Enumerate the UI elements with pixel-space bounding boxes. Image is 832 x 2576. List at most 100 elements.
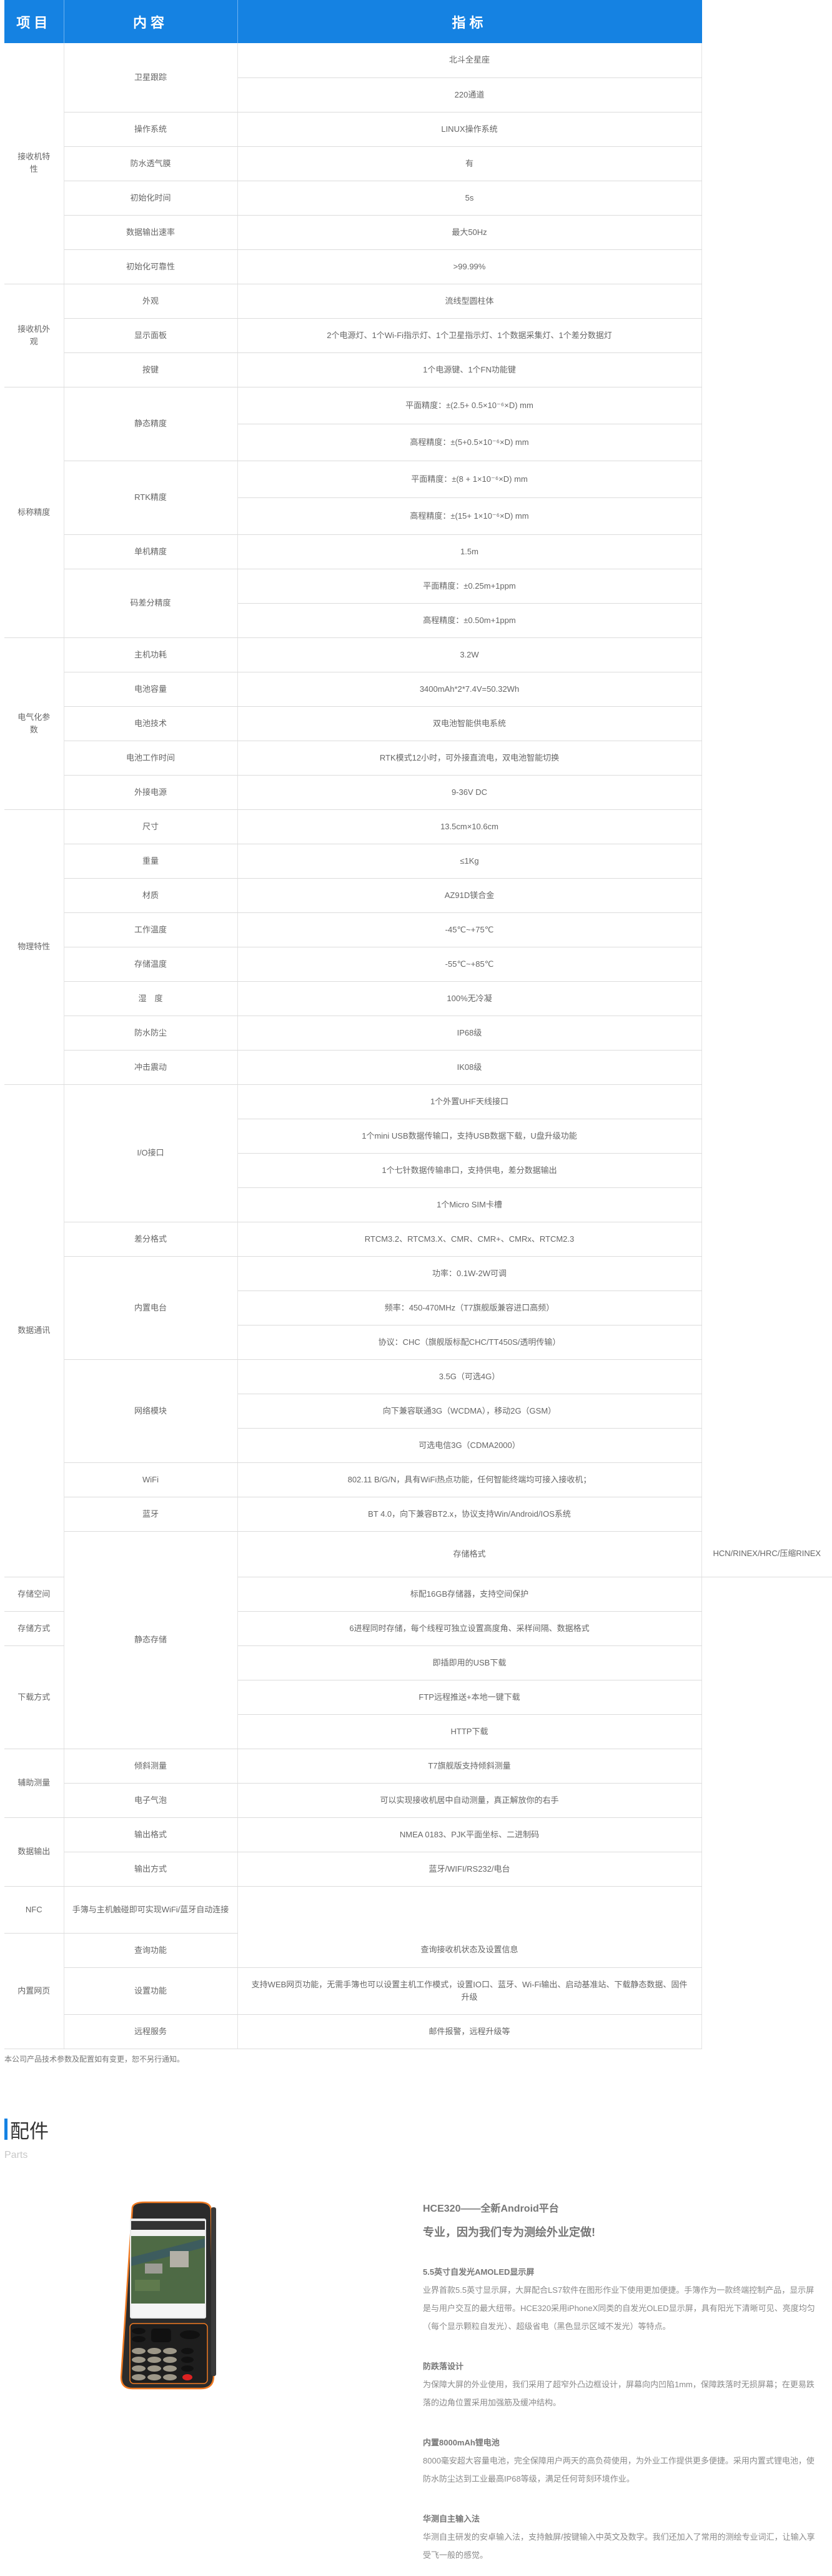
parts-title: 配件: [10, 2120, 49, 2142]
item-label: 防水防尘: [64, 1016, 238, 1051]
spec-value: 功率：0.1W-2W可调: [237, 1256, 702, 1291]
spec-value: 频率：450-470MHz（T7旗舰版兼容进口高频）: [237, 1290, 702, 1325]
group-label: 标称精度: [4, 387, 64, 638]
spec-value: -45℃~+75℃: [237, 912, 702, 947]
spec-value: -55℃~+85℃: [237, 947, 702, 982]
header-content: 内容: [64, 0, 238, 43]
item-label: 数据输出速率: [64, 215, 238, 250]
table-row: 数据通讯 I/O接口 1个外置UHF天线接口: [4, 1084, 832, 1577]
group-label: 辅助测量: [4, 1749, 64, 1818]
table-row: FTP远程推送+本地一键下载: [4, 1680, 832, 1715]
table-row: 重量 ≤1Kg: [4, 844, 832, 879]
group-label: 数据输出: [4, 1817, 64, 1887]
spec-value: 可以实现接收机居中自动测量，真正解放你的右手: [237, 1783, 702, 1818]
spec-value: 3.5G（可选4G）: [237, 1359, 702, 1394]
heading-accent-bar: [4, 2119, 7, 2140]
table-row: 辅助测量 倾斜测量 T7旗舰版支持倾斜测量: [4, 1749, 832, 1818]
feature-item: 5.5英寸自发光AMOLED显示屏 业界首款5.5英寸显示屏，大屏配合LS7软件在…: [423, 2265, 820, 2335]
item-label: WiFi: [64, 1462, 238, 1497]
table-row: 存储空间 标配16GB存储器，支持空间保护: [4, 1577, 832, 1612]
spec-value: 即插即用的USB下载: [237, 1645, 702, 1680]
table-row: 1个七针数据传输串口，支持供电，差分数据输出: [4, 1153, 832, 1188]
spec-value: 平面精度：±(8 + 1×10⁻⁶×D) mm: [237, 461, 702, 498]
item-label: 操作系统: [64, 112, 238, 147]
group-label: 内置网页: [4, 1933, 64, 2049]
table-row: 防水透气膜有: [4, 146, 832, 181]
disclaimer-note: 本公司产品技术参数及配置如有变更，恕不另行通知。: [4, 2055, 185, 2064]
item-label: 湿 度: [64, 981, 238, 1016]
spec-value: 2个电源灯、1个Wi-Fi指示灯、1个卫星指示灯、1个数据采集灯、1个差分数据灯: [237, 318, 702, 353]
table-row: 内置网页 查询功能 查询接收机状态及设置信息: [4, 1933, 832, 2049]
spec-value: 1个电源键、1个FN功能键: [237, 352, 702, 387]
parts-heading: 配件: [4, 2117, 49, 2142]
table-row: RTK精度 平面精度：±(8 + 1×10⁻⁶×D) mm: [4, 461, 832, 535]
table-row: 冲击震动 IK08级: [4, 1050, 832, 1085]
feature-heading: 内置8000mAh锂电池: [423, 2438, 500, 2447]
item-label: 重量: [64, 844, 238, 879]
group-label: 下载方式: [4, 1645, 64, 1749]
spec-value: 平面精度：±0.25m+1ppm: [237, 569, 702, 604]
table-row: 电子气泡 可以实现接收机居中自动测量，真正解放你的右手: [4, 1783, 832, 1818]
feature-heading: 5.5英寸自发光AMOLED显示屏: [423, 2267, 535, 2277]
spec-value: HTTP下载: [237, 1714, 702, 1749]
item-label: 手簿与主机触碰即可实现WiFi/蓝牙自动连接: [64, 1886, 238, 1934]
table-row: 1个Micro SIM卡槽: [4, 1187, 832, 1222]
item-label: RTK精度: [64, 461, 238, 535]
table-row: 高程精度：±(15+ 1×10⁻⁶×D) mm: [4, 497, 832, 535]
item-label: 静态精度: [64, 387, 238, 461]
table-row: 电气化参数 主机功耗 3.2W: [4, 637, 832, 810]
spec-value: 有: [237, 146, 702, 181]
table-row: 工作温度 -45℃~+75℃: [4, 912, 832, 947]
spec-value: LINUX操作系统: [237, 112, 702, 147]
spec-value: 可选电信3G（CDMA2000）: [237, 1428, 702, 1463]
item-label: 电池技术: [64, 706, 238, 741]
table-row: 网络模块 3.5G（可选4G）: [4, 1359, 832, 1463]
feature-list: 5.5英寸自发光AMOLED显示屏 业界首款5.5英寸显示屏，大屏配合LS7软件在…: [423, 2265, 820, 2564]
spec-value: 3400mAh*2*7.4V=50.32Wh: [237, 672, 702, 707]
table-row: 电池工作时间 RTK模式12小时，可外接直流电，双电池智能切换: [4, 741, 832, 776]
spec-value: IK08级: [237, 1050, 702, 1085]
table-row: 材质 AZ91D镁合金: [4, 878, 832, 913]
table-row: 设置功能 支持WEB网页功能，无需手簿也可以设置主机工作模式，设置IO口、蓝牙、W…: [4, 1967, 832, 2015]
spec-value: [237, 1886, 702, 1933]
item-label: 静态存储: [64, 1531, 238, 1749]
feature-text: 华测自主研发的安卓输入法，支持触屏/按键输入中英文及数字。我们还加入了常用的测绘…: [423, 2532, 815, 2560]
spec-value: FTP远程推送+本地一键下载: [237, 1680, 702, 1715]
spec-value: 3.2W: [237, 637, 702, 672]
item-label: 网络模块: [64, 1359, 238, 1463]
feature-text: 为保障大屏的外业使用，我们采用了超窄外凸边框设计，屏幕向内凹陷1mm，保障跌落时…: [423, 2380, 815, 2407]
spec-value: 北斗全星座: [237, 43, 702, 78]
spec-value: 1个外置UHF天线接口: [237, 1084, 702, 1119]
spec-value: 协议：CHC（旗舰版标配CHC/TT450S/透明传输）: [237, 1325, 702, 1360]
table-row: 初始化时间 5s: [4, 181, 832, 216]
group-label: NFC: [4, 1886, 64, 1934]
item-label: 初始化时间: [64, 181, 238, 216]
storage-format-value: HCN/RINEX/HRC/压缩RINEX: [701, 1531, 832, 1577]
spec-value: BT 4.0，向下兼容BT2.x，协议支持Win/Android/IOS系统: [237, 1497, 702, 1532]
group-label: 接收机外观: [4, 284, 64, 387]
spec-value: 蓝牙/WIFI/RS232/电台: [237, 1852, 702, 1887]
spec-value: 邮件报警，远程升级等: [237, 2014, 702, 2049]
table-row: 向下兼容联通3G（WCDMA），移动2G（GSM）: [4, 1394, 832, 1429]
table-row: 存储温度 -55℃~+85℃: [4, 947, 832, 982]
item-label: 防水透气膜: [64, 146, 238, 181]
table-row: 220通道: [4, 77, 832, 112]
table-row: 按键 1个电源键、1个FN功能键: [4, 352, 832, 387]
item-label: 蓝牙: [64, 1497, 238, 1532]
spec-value: 支持WEB网页功能，无需手簿也可以设置主机工作模式，设置IO口、蓝牙、Wi-Fi…: [237, 1967, 702, 2015]
table-row: 内置电台 功率：0.1W-2W可调: [4, 1256, 832, 1360]
table-row: 差分格式 RTCM3.2、RTCM3.X、CMR、CMR+、CMRx、RTCM2.…: [4, 1222, 832, 1257]
spec-value: 802.11 B/G/N，具有WiFi热点功能，任何智能终端均可接入接收机；: [237, 1462, 702, 1497]
table-row: 接收机特性 卫星跟踪 北斗全星座: [4, 43, 832, 284]
table-row: 协议：CHC（旗舰版标配CHC/TT450S/透明传输）: [4, 1325, 832, 1360]
table-row: 外接电源 9-36V DC: [4, 775, 832, 810]
spec-value: 平面精度：±(2.5+ 0.5×10⁻⁶×D) mm: [237, 387, 702, 424]
spec-value: 100%无冷凝: [237, 981, 702, 1016]
item-label: 单机精度: [64, 534, 238, 569]
item-label: 远程服务: [64, 2014, 238, 2049]
spec-value: 1个Micro SIM卡槽: [237, 1187, 702, 1222]
spec-value: 高程精度：±0.50m+1ppm: [237, 603, 702, 638]
item-label: 按键: [64, 352, 238, 387]
feature-heading: 华测自主输入法: [423, 2514, 480, 2524]
item-label: 输出方式: [64, 1852, 238, 1887]
